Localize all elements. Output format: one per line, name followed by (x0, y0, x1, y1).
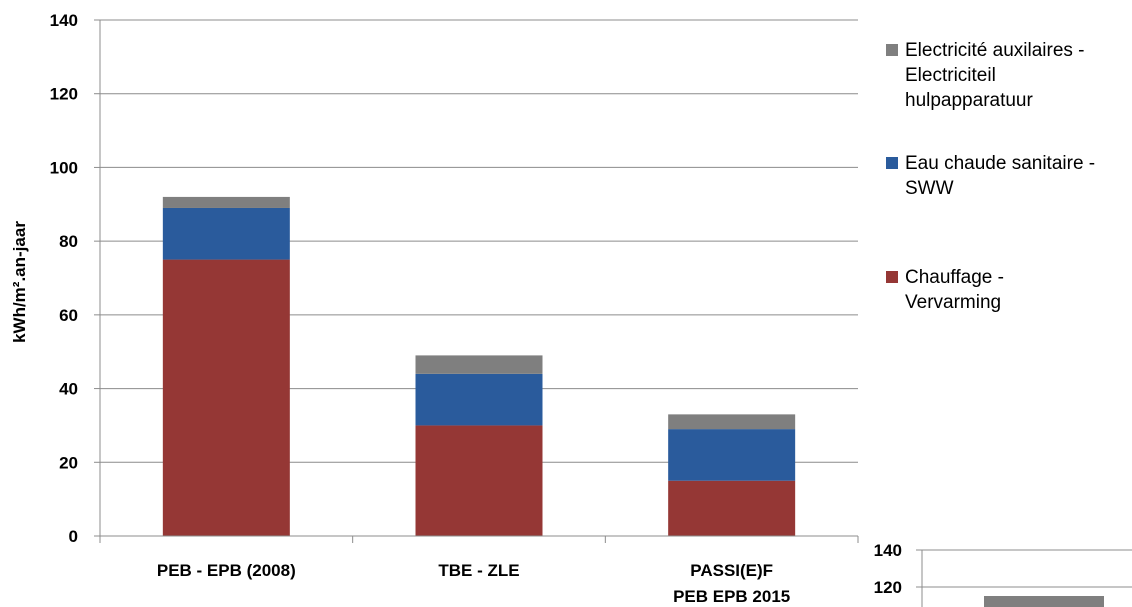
legend-label-line: hulpapparatuur (905, 90, 1033, 111)
legend-swatch (886, 271, 898, 283)
bar-segment (162, 259, 290, 536)
legend-swatch (886, 157, 898, 169)
legend-swatch (886, 44, 898, 56)
y-tick-label: 40 (59, 380, 78, 399)
bar-segment (415, 355, 543, 374)
second-chart-y-tick-label: 120 (874, 578, 902, 597)
y-tick-label: 100 (50, 158, 78, 177)
legend-label-line: Eau chaude sanitaire - (905, 153, 1096, 174)
legend-label-line: Vervarming (905, 292, 1002, 313)
x-axis-tick-labels: PEB - EPB (2008) TBE - ZLE PASSI(E)F PEB EP… (157, 561, 790, 606)
bar-segment (415, 373, 543, 426)
x-tick-label: TBE - ZLE (438, 561, 519, 580)
x-tick-label: PEB EPB 2015 (673, 587, 790, 606)
y-tick-label: 0 (69, 527, 78, 546)
bar-segment (415, 425, 543, 536)
legend-label: Eau chaude sanitaire - SWW (905, 151, 1127, 201)
x-axis (99, 20, 859, 543)
y-tick-label: 140 (50, 11, 78, 30)
bar-segment (162, 207, 290, 260)
y-tick-label: 20 (59, 453, 78, 472)
bars (162, 196, 796, 536)
legend-item: Eau chaude sanitaire - SWW (886, 151, 1127, 201)
bar-segment (162, 196, 290, 208)
legend-label: Chauffage - Vervarming (905, 265, 1127, 315)
x-tick-label: PEB - EPB (2008) (157, 561, 296, 580)
legend-label-line: Electriciteil (905, 65, 996, 86)
bar-segment (668, 414, 796, 430)
legend-label: Electricité auxilaires - Electriciteil hul… (905, 38, 1127, 113)
bar-segment (668, 480, 796, 536)
second-chart-y-tick-label: 140 (874, 541, 902, 560)
x-tick-label: PASSI(E)F (690, 561, 773, 580)
legend-label-line: Chauffage - (905, 267, 1004, 288)
legend-label-line: SWW (905, 178, 954, 199)
y-tick-label: 120 (50, 85, 78, 104)
y-axis-label: kWh/m².an-jaar (10, 221, 29, 343)
y-axis-ticks: 0 20 40 60 80 100 120 140 (50, 11, 100, 546)
y-tick-label: 60 (59, 306, 78, 325)
y-tick-label: 80 (59, 232, 78, 251)
second-chart-bar-segment (984, 596, 1104, 607)
legend-item: Chauffage - Vervarming (886, 265, 1127, 315)
bar-segment (668, 429, 796, 481)
legend-label-line: Electricité auxilaires - (905, 40, 1085, 61)
legend-item: Electricité auxilaires - Electriciteil hul… (886, 38, 1127, 113)
second-chart-partial: 140 120 (874, 541, 1132, 607)
